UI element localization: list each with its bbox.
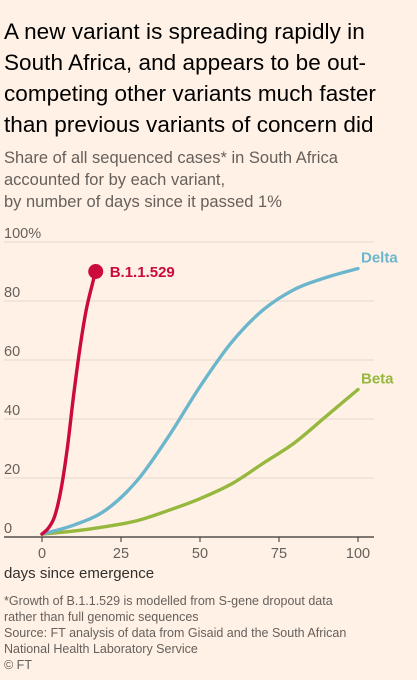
- series-line-b-1-1-529: [40, 269, 98, 536]
- source-line: National Health Laboratory Service: [4, 642, 198, 656]
- series-end-marker-b-1-1-529: [88, 264, 104, 279]
- series-labels: Beta Delta B.1.1.529: [110, 250, 399, 388]
- footnote-line: rather than full genomic sequences: [4, 610, 199, 624]
- x-axis-label: days since emergence: [4, 565, 154, 582]
- series-line-beta: [40, 387, 360, 536]
- chart-footnote: *Growth of B.1.1.529 is modelled from S-…: [4, 593, 414, 673]
- series-label-beta: Beta: [361, 371, 394, 388]
- subtitle-line: by number of days since it passed 1%: [4, 193, 282, 211]
- y-tick-label: 40: [4, 403, 20, 419]
- y-tick-label: 60: [4, 344, 20, 360]
- subtitle-line: Share of all sequenced cases* in South A…: [4, 149, 338, 167]
- x-tick-label: 25: [113, 546, 129, 562]
- y-tick-label: 20: [4, 462, 20, 478]
- source-line: Source: FT analysis of data from Gisaid …: [4, 626, 347, 640]
- x-tick-label: 0: [38, 546, 46, 562]
- chart-subtitle: Share of all sequenced cases* in South A…: [4, 147, 414, 213]
- chart-title: A new variant is spreading rapidly in So…: [4, 19, 376, 137]
- subtitle-line: accounted for by each variant,: [4, 171, 226, 189]
- copyright: © FT: [4, 658, 32, 672]
- axes: 0 20 40 60 80 100% 0 25 50 75 100: [4, 226, 374, 562]
- gridlines: [4, 241, 374, 479]
- y-tick-label: 100%: [4, 226, 41, 242]
- x-tick-label: 75: [271, 546, 287, 562]
- x-tick-label: 100: [346, 546, 370, 562]
- series-label-delta: Delta: [361, 250, 398, 267]
- series: [40, 264, 360, 536]
- y-tick-label: 0: [4, 521, 12, 537]
- series-line-delta: [40, 266, 360, 536]
- series-label-b-1-1-529: B.1.1.529: [110, 264, 175, 281]
- y-tick-label: 80: [4, 285, 20, 301]
- x-tick-label: 50: [192, 546, 208, 562]
- footnote-line: *Growth of B.1.1.529 is modelled from S-…: [4, 594, 333, 608]
